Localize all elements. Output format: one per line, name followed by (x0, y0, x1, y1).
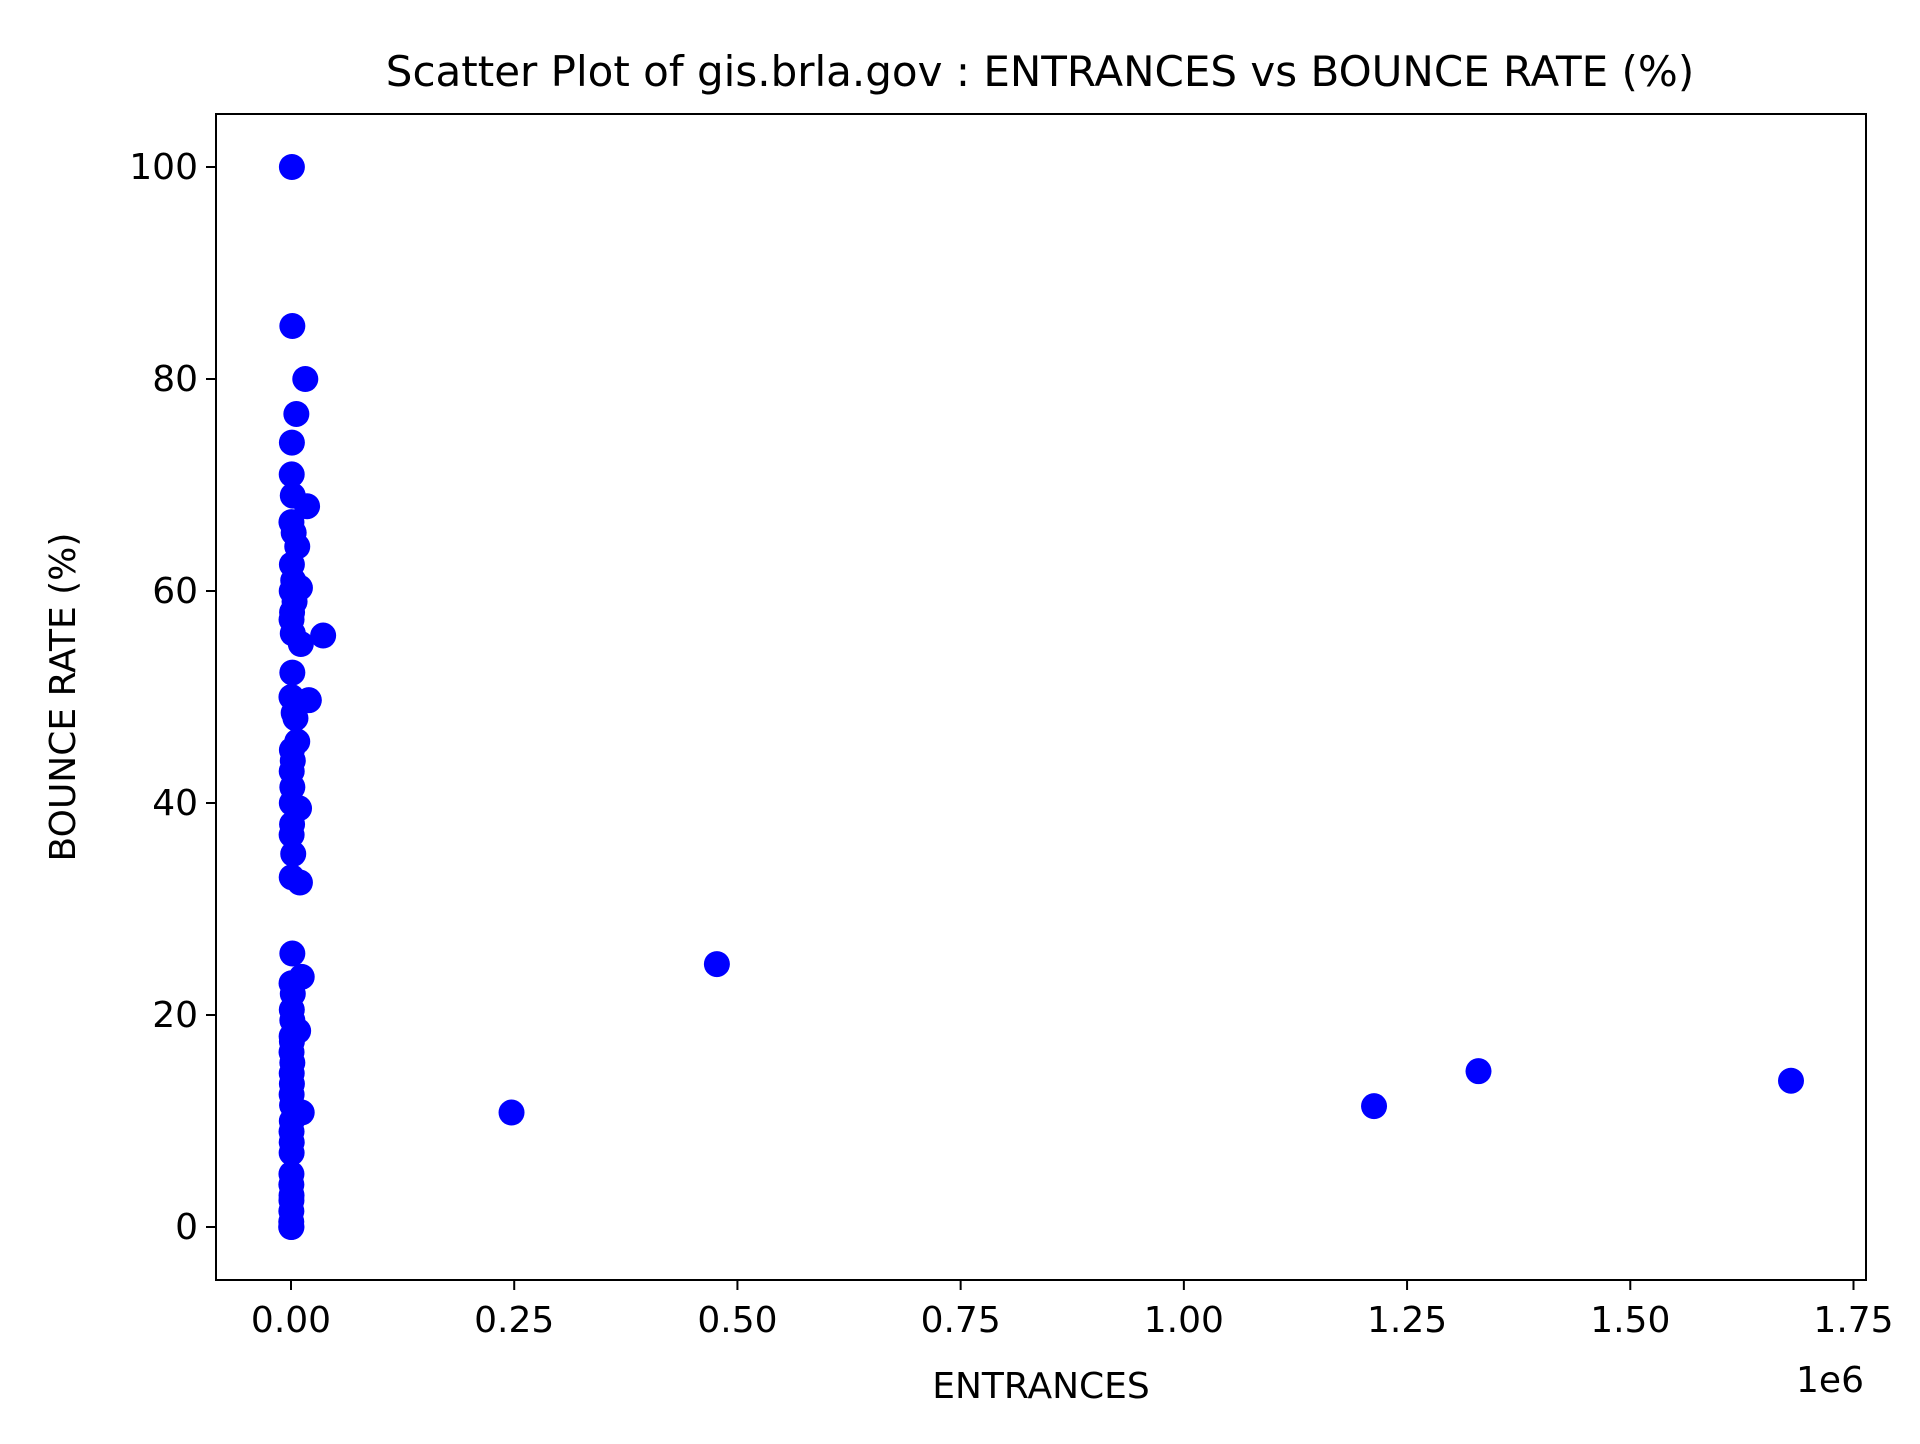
y-tick-label: 60 (152, 571, 198, 612)
scatter-point (278, 461, 305, 488)
x-tick-label: 1.75 (1813, 1300, 1893, 1341)
scatter-point (283, 400, 310, 427)
x-tick-label: 1.25 (1367, 1300, 1447, 1341)
x-tick-label: 1.50 (1590, 1300, 1670, 1341)
scatter-point (1778, 1067, 1804, 1094)
scatter-point (279, 659, 306, 686)
scatter-point (279, 940, 306, 967)
scatter-point (498, 1099, 525, 1126)
scatter-point (310, 622, 337, 649)
scatter-point (287, 631, 314, 657)
x-tick-label: 1.00 (1144, 1300, 1224, 1341)
y-tick-label: 100 (129, 147, 198, 188)
y-tick-label: 80 (152, 359, 198, 400)
scatter-point (286, 869, 313, 896)
x-offset-text: 1e6 (1796, 1360, 1864, 1401)
scatter-point (278, 821, 305, 848)
scatter-point (279, 313, 306, 339)
scatter-point (278, 154, 305, 180)
chart-title: Scatter Plot of gis.brla.gov : ENTRANCES… (386, 47, 1694, 96)
scatter-point (294, 493, 321, 520)
points-layer (278, 154, 1804, 1240)
scatter-point (1465, 1058, 1492, 1085)
scatter-point (282, 705, 309, 732)
x-tick-label: 0.00 (251, 1300, 331, 1341)
scatter-point (278, 429, 305, 456)
scatter-point (1361, 1093, 1388, 1120)
y-tick-label: 20 (152, 995, 198, 1036)
x-tick-label: 0.50 (697, 1300, 777, 1341)
plot-frame (215, 113, 1867, 1281)
scatter-point (703, 951, 730, 978)
y-tick-label: 40 (152, 783, 198, 824)
x-axis-label: ENTRANCES (932, 1366, 1150, 1407)
scatter-point (292, 366, 319, 392)
x-tick-label: 0.75 (921, 1300, 1001, 1341)
scatter-point (280, 840, 307, 867)
x-tick-label: 0.25 (474, 1300, 554, 1341)
scatter-point (278, 1214, 305, 1240)
y-axis-label: BOUNCE RATE (%) (43, 533, 84, 862)
ticks-layer: 0.00 0.25 0.50 0.75 1.00 1.25 1.50 1.75 0 20 40 60 8… (129, 147, 1893, 1341)
scatter-point (278, 1139, 305, 1166)
y-tick-label: 0 (175, 1207, 198, 1248)
